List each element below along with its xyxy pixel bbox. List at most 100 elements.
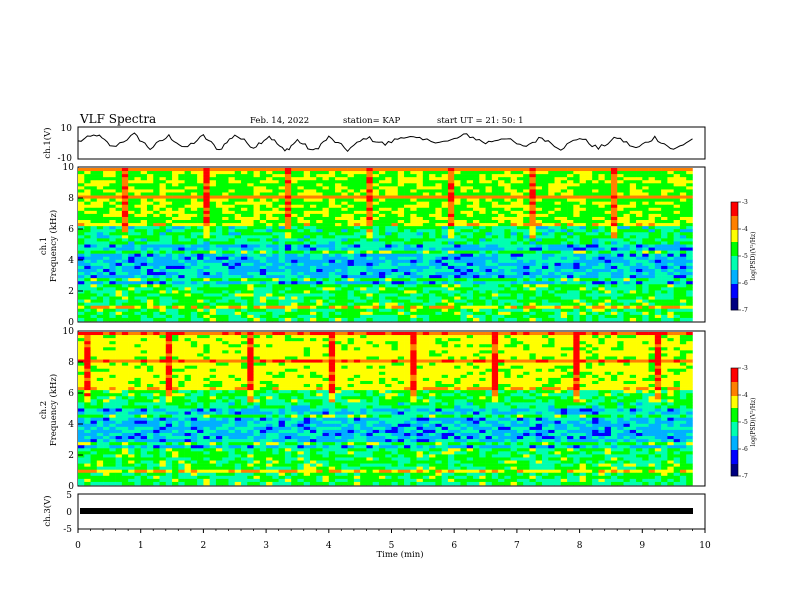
spectrogram-cell [203,229,210,233]
spectrogram-cell [579,256,587,261]
spectrogram-cell [165,189,173,193]
spectrogram-cell [535,317,543,322]
spectrogram-cell [554,259,562,264]
spectrogram-cell [353,317,361,322]
spectrogram-cell [128,168,135,172]
spectrogram-cell [529,183,537,187]
spectrogram-cell [253,290,261,294]
spectrogram-cell [435,171,442,175]
spectrogram-cell [322,290,330,294]
spectrogram-cell [598,168,605,172]
spectrogram-cell [341,311,348,316]
spectrogram-cell [366,287,373,291]
spectrogram-cell [241,192,248,196]
spectrogram-cell [335,241,342,245]
spectrogram-cell [654,253,662,258]
spectrogram-cell [309,275,317,279]
spectrogram-cell [523,235,530,239]
spectrogram-cell [228,238,236,242]
spectrogram-cell [178,213,185,218]
spectrogram-cell [454,223,461,227]
spectrogram-cell [328,275,336,279]
spectrogram-cell [121,284,129,288]
spectrogram-cell [441,311,449,316]
spectrogram-cell [284,272,292,276]
spectrogram-cell [535,192,543,196]
spectrogram-cell [554,311,562,316]
spectrogram-cell [504,180,511,184]
spectrogram-cell [516,220,524,224]
spectrogram-cell [460,281,468,285]
spectrogram-cell [567,317,574,322]
spectrogram-cell [259,332,267,336]
spectrogram-cell [303,201,311,206]
spectrogram-cell [341,210,348,215]
spectrogram-cell [234,314,242,319]
spectrogram-cell [610,314,618,319]
spectrogram-cell [485,281,493,285]
spectrogram-cell [335,207,342,212]
spectrogram-cell [153,250,160,254]
spectrogram-cell [648,308,656,313]
spectrogram-cell [422,171,430,175]
spectrogram-cell [140,302,148,306]
spectrogram-cell [228,296,236,300]
spectrogram-cell [422,247,430,251]
spectrogram-cell [636,250,643,254]
spectrogram-cell [397,204,405,209]
spectrogram-cell [366,311,373,316]
spectrogram-cell [447,186,455,190]
spectrogram-cell [585,235,593,239]
spectrogram-cell [347,189,355,193]
spectrogram-cell [585,265,593,270]
spectrogram-cell [679,220,687,224]
spectrogram-cell [222,195,229,199]
spectrogram-cell [297,265,305,270]
spectrogram-cell [203,262,210,267]
spectrogram-cell [90,186,98,190]
spectrogram-cell [642,272,649,276]
spectrogram-cell [241,253,248,258]
spectrogram-cell [598,210,605,215]
spectrogram-cell [397,235,405,239]
spectrogram-cell [215,210,223,215]
spectrogram-cell [636,186,643,190]
spectrogram-cell [303,299,311,303]
spectrogram-cell [397,192,405,196]
spectrogram-cell [203,247,210,251]
spectrogram-cell [604,223,612,227]
spectrogram-cell [429,235,436,239]
spectrogram-cell [215,238,223,242]
spectrogram-cell [241,275,248,279]
spectrogram-cell [84,290,91,294]
spectrogram-cell [397,275,405,279]
spectrogram-cell [215,293,223,297]
spectrogram-cell [360,296,367,300]
spectrogram-cell [297,186,305,190]
spectrogram-cell [259,168,267,172]
spectrogram-cell [103,250,110,254]
spectrogram-cell [410,290,417,294]
spectrogram-cell [272,311,279,316]
spectrogram-cell [247,189,254,193]
spectrogram-cell [598,308,605,313]
spectrogram-cell [454,305,461,310]
spectrogram-cell [278,201,286,206]
spectrogram-cell [278,207,286,212]
spectrogram-cell [353,262,361,267]
spectrogram-cell [610,241,618,245]
spectrogram-cell [516,250,524,254]
spectrogram-cell [473,308,480,313]
spectrogram-cell [96,220,104,224]
spectrogram-cell [222,210,229,215]
spectrogram-cell [667,213,674,218]
spectrogram-cell [109,183,116,187]
spectrogram-cell [84,314,91,319]
spectrogram-cell [541,256,549,261]
spectrogram-cell [466,207,474,212]
spectrogram-cell [115,275,123,279]
spectrogram-cell [636,308,643,313]
spectrogram-cell [385,174,392,178]
spectrogram-cell [372,223,380,227]
spectrogram-cell [636,302,643,306]
